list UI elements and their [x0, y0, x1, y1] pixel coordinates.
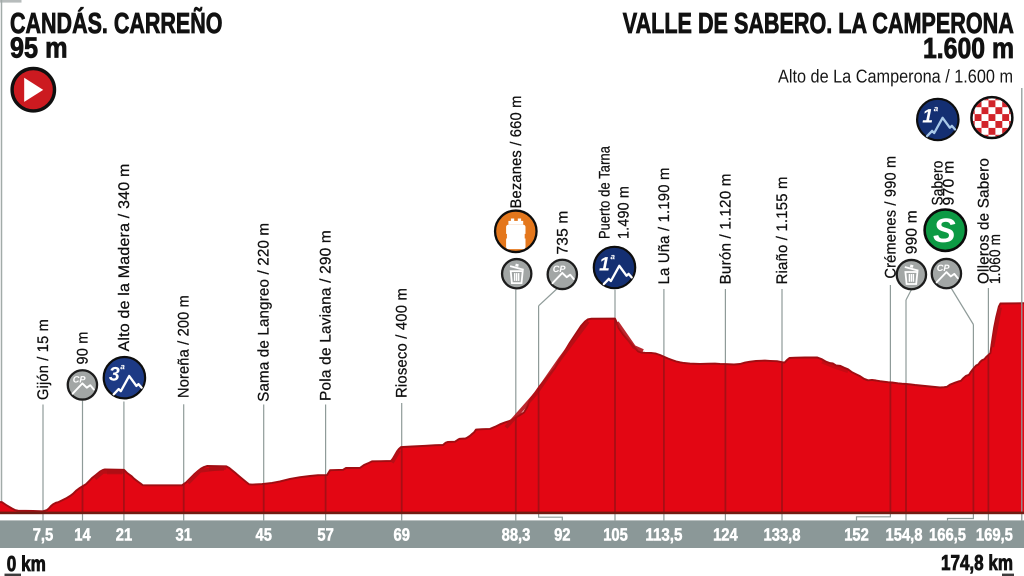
- svg-text:14: 14: [74, 525, 91, 545]
- svg-text:1.600 m: 1.600 m: [923, 33, 1014, 65]
- svg-text:169,5: 169,5: [976, 525, 1013, 545]
- svg-text:113,5: 113,5: [645, 525, 682, 545]
- svg-text:31: 31: [176, 525, 193, 545]
- svg-text:La Uña / 1.190 m: La Uña / 1.190 m: [656, 167, 673, 284]
- svg-text:Crémenes / 990 m: Crémenes / 990 m: [882, 156, 899, 279]
- svg-text:45: 45: [256, 525, 273, 545]
- svg-text:Gijón / 15 m: Gijón / 15 m: [35, 319, 52, 400]
- svg-text:Sabero: Sabero: [930, 161, 947, 206]
- svg-text:Alto de La Camperona / 1.600 m: Alto de La Camperona / 1.600 m: [778, 66, 1013, 87]
- svg-text:CP: CP: [937, 263, 951, 273]
- svg-text:CANDÁS. CARREÑO: CANDÁS. CARREÑO: [10, 7, 223, 40]
- svg-text:88,3: 88,3: [502, 525, 531, 545]
- svg-text:735 m: 735 m: [554, 211, 571, 255]
- svg-text:57: 57: [317, 525, 334, 545]
- svg-text:VALLE DE SABERO. LA CAMPERONA: VALLE DE SABERO. LA CAMPERONA: [623, 8, 1014, 40]
- svg-text:7,5: 7,5: [33, 525, 54, 545]
- svg-text:Olleros de Sabero: Olleros de Sabero: [976, 158, 993, 284]
- svg-text:92: 92: [554, 525, 571, 545]
- svg-text:90 m: 90 m: [75, 332, 92, 365]
- svg-text:990 m: 990 m: [903, 210, 920, 254]
- svg-text:Riaño / 1.155 m: Riaño / 1.155 m: [774, 176, 791, 284]
- svg-text:95 m: 95 m: [10, 33, 68, 65]
- svg-text:Sama de Langreo / 220 m: Sama de Langreo / 220 m: [256, 223, 273, 402]
- svg-text:970 m: 970 m: [941, 161, 958, 206]
- svg-text:CP: CP: [553, 264, 567, 274]
- svg-text:Bezanes / 660 m: Bezanes / 660 m: [508, 96, 525, 209]
- svg-text:105: 105: [603, 525, 628, 545]
- svg-text:Alto de la Madera / 340 m: Alto de la Madera / 340 m: [116, 164, 133, 352]
- svg-text:Rioseco / 400 m: Rioseco / 400 m: [394, 288, 411, 398]
- svg-text:154,8: 154,8: [886, 525, 923, 545]
- svg-text:1.490 m: 1.490 m: [616, 186, 633, 239]
- svg-text:152: 152: [844, 525, 869, 545]
- svg-text:Pola de Laviana / 290 m: Pola de Laviana / 290 m: [318, 230, 335, 401]
- svg-text:Burón / 1.120 m: Burón / 1.120 m: [717, 173, 734, 284]
- svg-text:1.060 m: 1.060 m: [987, 234, 1004, 284]
- svg-text:0 km: 0 km: [7, 552, 46, 576]
- svg-text:133,8: 133,8: [764, 525, 801, 545]
- svg-text:166,5: 166,5: [929, 525, 966, 545]
- svg-text:Noreña / 200 m: Noreña / 200 m: [176, 295, 193, 398]
- svg-text:S: S: [933, 212, 956, 250]
- svg-text:124: 124: [713, 525, 738, 545]
- svg-text:21: 21: [116, 525, 133, 545]
- svg-text:69: 69: [394, 525, 411, 545]
- svg-text:174,8 km: 174,8 km: [941, 551, 1013, 575]
- svg-text:Puerto de Tarna: Puerto de Tarna: [597, 146, 614, 239]
- svg-text:CP: CP: [73, 374, 87, 384]
